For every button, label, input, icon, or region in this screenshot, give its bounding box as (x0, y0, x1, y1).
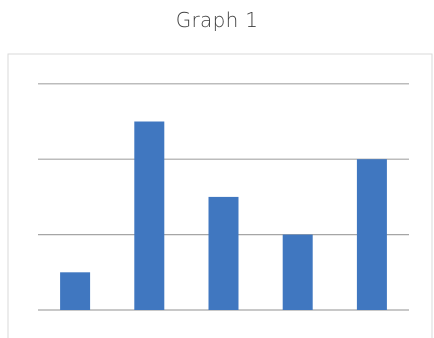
bar-5 (356, 159, 387, 310)
bar-1 (60, 272, 91, 310)
chart-title: Graph 1 (175, 8, 259, 32)
bars (60, 121, 387, 310)
bar-3 (208, 196, 239, 310)
bar-4 (282, 234, 313, 310)
bar-2 (134, 121, 165, 310)
chart-frame (7, 53, 433, 338)
